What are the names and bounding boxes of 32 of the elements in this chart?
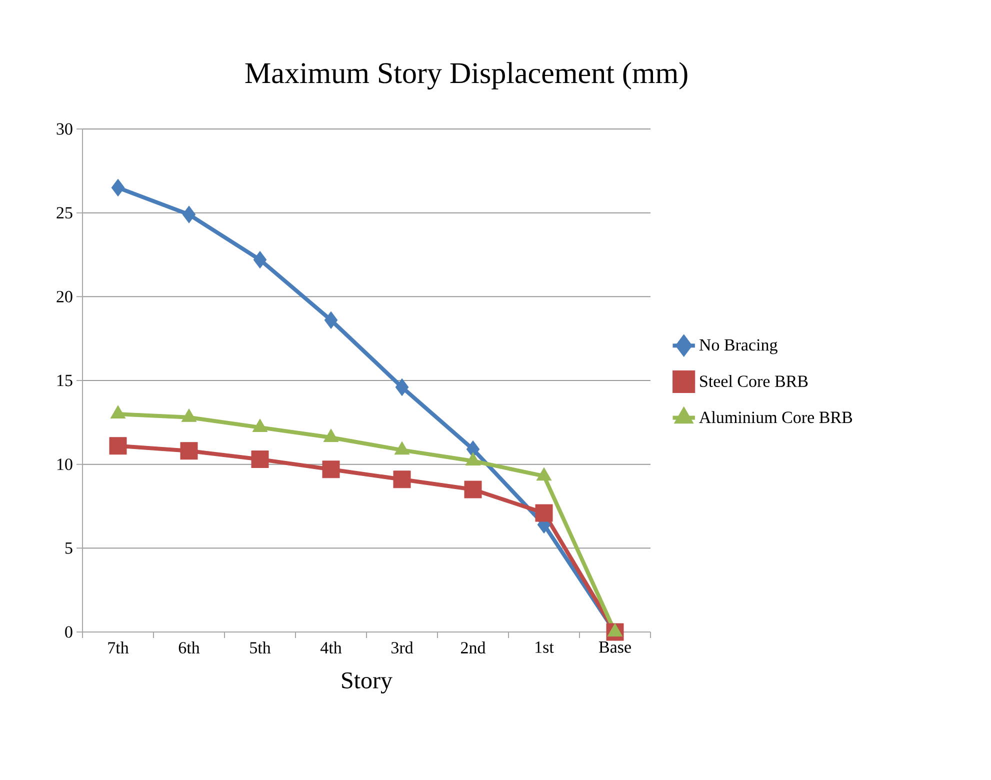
- y-tick-label: 10: [57, 458, 72, 470]
- y-tick-label: 5: [65, 542, 72, 554]
- y-tick-label: 30: [56, 123, 72, 135]
- y-tick-label: 0: [65, 626, 72, 638]
- chart-title: Maximum Story Displacement (mm): [245, 62, 688, 90]
- y-tick-label: 15: [57, 374, 72, 386]
- point: [111, 178, 125, 196]
- point: [253, 251, 267, 269]
- legend-label: Aluminium Core BRB: [699, 411, 852, 424]
- legend-label: No Bracing: [699, 339, 778, 354]
- point: [322, 460, 340, 478]
- x-tick-label: 7th: [108, 642, 129, 654]
- x-tick-label: Base: [598, 642, 631, 653]
- x-tick-label: 5th: [250, 642, 271, 654]
- y-tick-label: 20: [56, 290, 72, 302]
- x-tick-label: 6th: [178, 642, 200, 654]
- x-tick-label: 1st: [536, 642, 554, 653]
- point: [180, 442, 198, 460]
- x-tick-label: 3rd: [391, 642, 414, 654]
- x-tick-label: 4th: [320, 642, 342, 654]
- legend-label: Steel Core BRB: [700, 375, 808, 388]
- y-tick-label: 25: [56, 207, 72, 219]
- point: [324, 311, 338, 329]
- point: [109, 437, 127, 455]
- point: [393, 470, 411, 488]
- point: [395, 378, 409, 396]
- point: [182, 206, 196, 224]
- point: [535, 504, 553, 522]
- x-axis-title: Story: [342, 672, 392, 694]
- point: [464, 480, 482, 498]
- point: [251, 450, 269, 468]
- x-tick-label: 2nd: [461, 642, 486, 654]
